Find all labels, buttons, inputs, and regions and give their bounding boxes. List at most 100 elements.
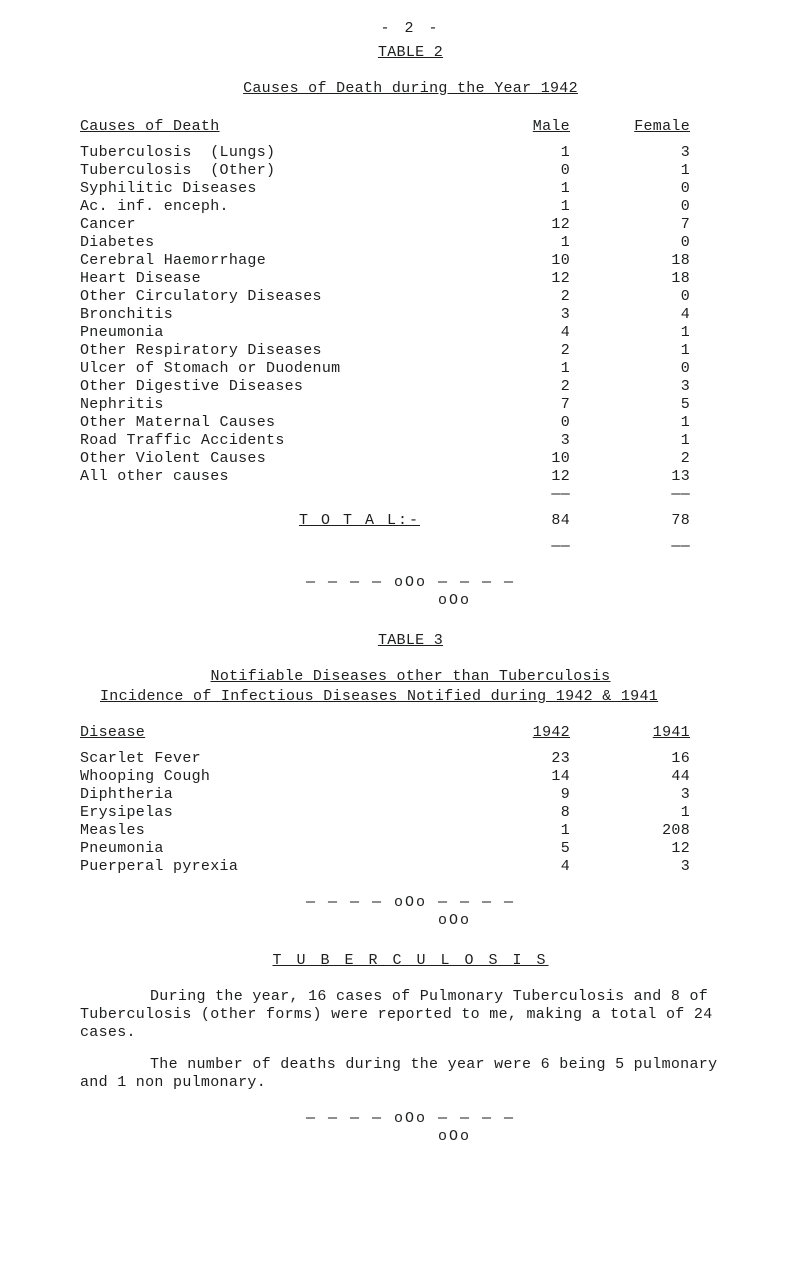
cell-1942: 14	[460, 768, 580, 786]
cell-disease: Puerperal pyrexia	[80, 858, 460, 876]
table-row: Pneumonia41	[80, 324, 741, 342]
table3-col-1942: 1942	[460, 724, 580, 742]
table-row: Heart Disease1218	[80, 270, 741, 288]
cell-male: 2	[460, 288, 580, 306]
cell-cause: Bronchitis	[80, 306, 460, 324]
table2-total-row: T O T A L:- 84 78	[80, 512, 741, 530]
cell-male: 3	[460, 432, 580, 450]
table2-header-row: Causes of Death Male Female	[80, 118, 741, 136]
cell-female: 4	[580, 306, 700, 324]
table3-caption-line2: Incidence of Infectious Diseases Notifie…	[80, 688, 741, 706]
page: - 2 - TABLE 2 Causes of Death during the…	[0, 0, 801, 1287]
cell-cause: Tuberculosis (Other)	[80, 162, 460, 180]
table2-total-label: T O T A L:-	[80, 512, 460, 530]
table-row: Other Violent Causes102	[80, 450, 741, 468]
table2-caption-text: Causes of Death during the Year 1942	[243, 80, 578, 97]
table-row: Ulcer of Stomach or Duodenum10	[80, 360, 741, 378]
cell-female: 13	[580, 468, 700, 486]
table-row: Other Circulatory Diseases20	[80, 288, 741, 306]
cell-male: 12	[460, 468, 580, 486]
cell-male: 1	[460, 180, 580, 198]
table2: Causes of Death Male Female Tuberculosis…	[80, 118, 741, 556]
table3-col-disease: Disease	[80, 724, 460, 742]
table-row: Tuberculosis (Lungs)13	[80, 144, 741, 162]
cell-male: 7	[460, 396, 580, 414]
cell-cause: Other Digestive Diseases	[80, 378, 460, 396]
cell-male: 1	[460, 144, 580, 162]
table-row: Puerperal pyrexia43	[80, 858, 741, 876]
cell-male: 1	[460, 234, 580, 252]
cell-female: 7	[580, 216, 700, 234]
cell-male: 1	[460, 198, 580, 216]
table-row: Diabetes10	[80, 234, 741, 252]
cell-cause: Other Respiratory Diseases	[80, 342, 460, 360]
cell-female: 5	[580, 396, 700, 414]
table-row: Nephritis75	[80, 396, 741, 414]
cell-cause: Cancer	[80, 216, 460, 234]
table-row: Whooping Cough1444	[80, 768, 741, 786]
cell-male: 2	[460, 378, 580, 396]
cell-cause: Other Violent Causes	[80, 450, 460, 468]
cell-disease: Erysipelas	[80, 804, 460, 822]
table2-total-male: 84	[460, 512, 580, 530]
table-row: Other Maternal Causes01	[80, 414, 741, 432]
tuberculosis-para-1: During the year, 16 cases of Pulmonary T…	[80, 988, 741, 1042]
table-row: Pneumonia512	[80, 840, 741, 858]
cell-1941: 3	[580, 858, 700, 876]
dash: ——	[580, 486, 700, 504]
cell-1942: 4	[460, 858, 580, 876]
cell-1942: 5	[460, 840, 580, 858]
cell-cause: Road Traffic Accidents	[80, 432, 460, 450]
cell-female: 1	[580, 414, 700, 432]
table-row: All other causes1213	[80, 468, 741, 486]
table-row: Road Traffic Accidents31	[80, 432, 741, 450]
table-row: Measles1208	[80, 822, 741, 840]
cell-female: 0	[580, 180, 700, 198]
cell-disease: Measles	[80, 822, 460, 840]
cell-1942: 8	[460, 804, 580, 822]
cell-cause: Syphilitic Diseases	[80, 180, 460, 198]
tuberculosis-heading: T U B E R C U L O S I S	[80, 952, 741, 970]
cell-female: 1	[580, 342, 700, 360]
cell-cause: Heart Disease	[80, 270, 460, 288]
table-row: Ac. inf. enceph.10	[80, 198, 741, 216]
cell-1942: 9	[460, 786, 580, 804]
cell-female: 1	[580, 162, 700, 180]
dash: ——	[580, 538, 700, 556]
table-row: Other Digestive Diseases23	[80, 378, 741, 396]
cell-female: 18	[580, 270, 700, 288]
table-row: Cerebral Haemorrhage1018	[80, 252, 741, 270]
table3-caption-line1: Notifiable Diseases other than Tuberculo…	[80, 668, 741, 686]
table-row: Tuberculosis (Other)01	[80, 162, 741, 180]
cell-cause: Diabetes	[80, 234, 460, 252]
cell-male: 12	[460, 216, 580, 234]
cell-1941: 16	[580, 750, 700, 768]
cell-1941: 44	[580, 768, 700, 786]
cell-1942: 1	[460, 822, 580, 840]
cell-1941: 12	[580, 840, 700, 858]
table3-header-row: Disease 1942 1941	[80, 724, 741, 742]
separator-3: — — — — oOo — — — — oOo	[80, 1110, 741, 1146]
table2-dash-below: —— ——	[80, 538, 741, 556]
cell-female: 0	[580, 360, 700, 378]
cell-female: 3	[580, 144, 700, 162]
cell-1941: 3	[580, 786, 700, 804]
separator-2: — — — — oOo — — — — oOo	[80, 894, 741, 930]
cell-male: 4	[460, 324, 580, 342]
cell-cause: Other Maternal Causes	[80, 414, 460, 432]
cell-male: 1	[460, 360, 580, 378]
cell-cause: Ulcer of Stomach or Duodenum	[80, 360, 460, 378]
cell-cause: All other causes	[80, 468, 460, 486]
table3-heading: TABLE 3	[80, 632, 741, 650]
dash: ——	[460, 538, 580, 556]
cell-male: 10	[460, 252, 580, 270]
cell-male: 3	[460, 306, 580, 324]
cell-disease: Whooping Cough	[80, 768, 460, 786]
cell-female: 0	[580, 234, 700, 252]
table-row: Diphtheria93	[80, 786, 741, 804]
cell-disease: Diphtheria	[80, 786, 460, 804]
cell-cause: Cerebral Haemorrhage	[80, 252, 460, 270]
table2-col-female: Female	[580, 118, 700, 136]
table2-col-cause: Causes of Death	[80, 118, 460, 136]
cell-1941: 208	[580, 822, 700, 840]
